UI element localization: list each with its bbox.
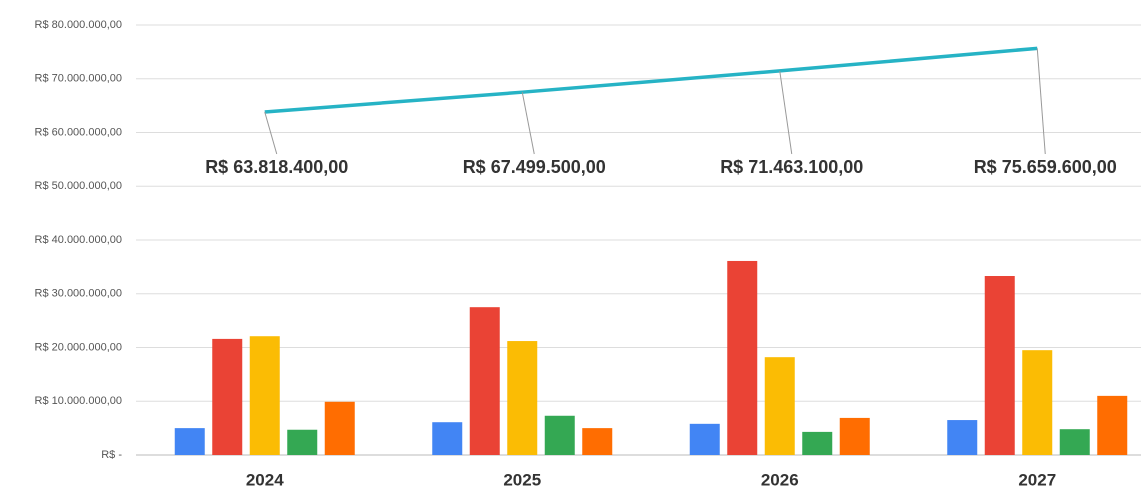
- y-tick-label: R$ -: [101, 449, 122, 461]
- x-tick-label: 2024: [246, 470, 284, 489]
- y-tick-label: R$ 10.000.000,00: [35, 395, 122, 407]
- data-label: R$ 63.818.400,00: [205, 157, 348, 177]
- x-tick-label: 2026: [761, 470, 799, 489]
- bar: [249, 336, 280, 455]
- bar: [507, 341, 538, 455]
- data-label: R$ 67.499.500,00: [463, 157, 606, 177]
- y-tick-label: R$ 40.000.000,00: [35, 234, 122, 246]
- bar: [839, 417, 870, 455]
- x-tick-label: 2027: [1018, 470, 1056, 489]
- bar: [287, 429, 318, 455]
- bar: [432, 422, 463, 455]
- bar: [984, 276, 1015, 455]
- leader-line: [1036, 48, 1046, 155]
- x-tick-label: 2025: [503, 470, 541, 489]
- bar: [1059, 429, 1090, 455]
- bar: [212, 338, 243, 455]
- leader-line: [264, 111, 278, 155]
- data-label: R$ 75.659.600,00: [974, 157, 1117, 177]
- y-tick-label: R$ 60.000.000,00: [35, 126, 122, 138]
- bar: [582, 428, 613, 455]
- bar: [324, 401, 355, 455]
- bar: [802, 431, 833, 455]
- y-tick-label: R$ 30.000.000,00: [35, 288, 122, 300]
- bar: [1022, 350, 1053, 455]
- leader-line: [521, 92, 535, 155]
- bar: [174, 428, 205, 455]
- line: [264, 46, 1038, 114]
- bar: [1097, 395, 1128, 455]
- data-label: R$ 71.463.100,00: [720, 157, 863, 177]
- y-tick-label: R$ 50.000.000,00: [35, 180, 122, 192]
- bar: [727, 260, 758, 455]
- bar: [947, 420, 978, 455]
- bar: [544, 415, 575, 455]
- bar: [764, 357, 795, 455]
- y-tick-label: R$ 20.000.000,00: [35, 341, 122, 353]
- leader-line: [779, 70, 793, 155]
- bar: [469, 307, 500, 455]
- y-tick-label: R$ 80.000.000,00: [35, 19, 122, 31]
- y-tick-label: R$ 70.000.000,00: [35, 73, 122, 85]
- bar: [689, 423, 720, 455]
